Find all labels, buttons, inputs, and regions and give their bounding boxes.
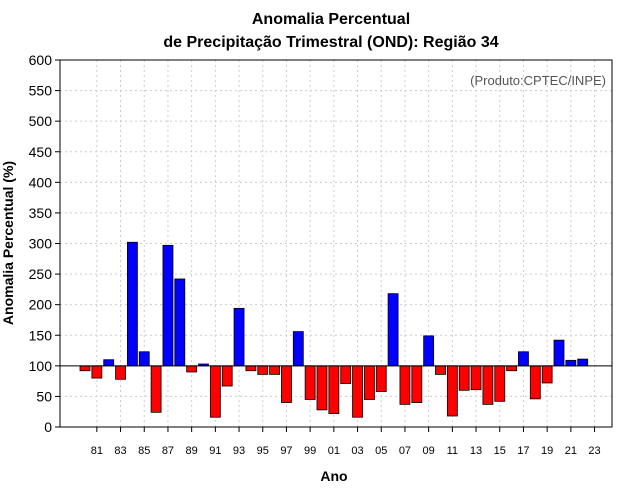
y-tick-label-200: 200 [29,297,53,313]
x-tick-label-09: 09 [423,445,435,457]
bar-89 [186,365,198,373]
y-tick-label-0: 0 [44,419,52,435]
y-tick-label-550: 550 [29,83,53,99]
x-tick-label-03: 03 [351,445,363,457]
bar-17 [518,351,529,367]
bar-95 [257,365,269,375]
bar-93 [233,307,245,367]
bar-05 [375,365,387,392]
x-tick-label-87: 87 [162,445,174,457]
bar-88 [174,278,186,367]
y-tick-label-450: 450 [29,144,53,160]
bar-98 [292,331,304,367]
bar-02 [340,365,352,384]
bar-01 [328,365,340,414]
x-tick-label-23: 23 [588,445,600,457]
y-tick-label-350: 350 [29,205,53,221]
bar-92 [221,365,233,387]
x-tick-label-99: 99 [304,445,316,457]
y-tick-label-500: 500 [29,113,53,129]
product-annotation: (Produto:CPTEC/INPE) [470,73,606,88]
bar-80 [79,365,91,372]
y-tick-label-100: 100 [29,358,53,374]
x-tick-label-15: 15 [494,445,506,457]
bar-10 [435,365,446,375]
bar-08 [411,365,423,403]
bar-96 [269,365,281,375]
bar-22 [577,358,589,367]
bar-82 [103,359,115,367]
x-axis-label: Ano [320,468,347,484]
bar-09 [423,335,435,367]
x-tick-label-07: 07 [399,445,411,457]
bar-11 [446,365,458,417]
bar-97 [281,365,292,403]
bar-83 [115,365,126,380]
bar-87 [162,244,174,367]
bar-81 [91,365,103,379]
plot-frame [59,59,613,428]
x-tick-label-93: 93 [233,445,245,457]
y-tick-label-400: 400 [29,174,53,190]
bar-86 [150,365,162,413]
chart-title-line2: de Precipitação Trimestral (OND): Região… [163,34,498,51]
x-tick-label-21: 21 [565,445,577,457]
bar-94 [245,365,257,372]
y-tick-label-250: 250 [29,266,53,282]
x-tick-label-83: 83 [114,445,126,457]
x-tick-label-97: 97 [280,445,292,457]
bar-16 [506,365,518,372]
bar-06 [387,293,399,367]
bar-14 [482,365,494,405]
bar-84 [127,241,138,367]
bar-13 [470,365,482,391]
y-tick-label-600: 600 [29,52,53,68]
x-tick-label-05: 05 [375,445,387,457]
bar-03 [352,365,363,418]
y-axis: 0 50 100 150 200 250 300 350 400 450 500 550 600 [29,52,60,435]
x-tick-label-91: 91 [209,445,221,457]
bar-85 [138,351,150,367]
bar-00 [316,365,328,411]
x-tick-label-81: 81 [91,445,103,457]
x-tick-label-17: 17 [517,445,529,457]
bars-group [79,241,589,418]
bar-99 [304,365,316,400]
bar-04 [363,365,375,400]
x-tick-label-85: 85 [138,445,150,457]
y-tick-label-300: 300 [29,236,53,252]
x-tick-label-89: 89 [186,445,198,457]
chart-title-line1: Anomalia Percentual [252,11,410,28]
bar-18 [529,365,541,400]
bar-91 [209,365,221,418]
y-axis-label: Anomalia Percentual (%) [0,161,16,325]
x-tick-label-95: 95 [257,445,269,457]
bar-15 [494,365,506,402]
x-tick-label-13: 13 [470,445,482,457]
x-axis: 81 83 85 87 89 91 93 95 97 99 01 03 05 07 09 11 13 15 17 19… [91,427,601,457]
bar-07 [399,365,411,405]
y-tick-label-150: 150 [29,327,53,343]
x-tick-label-01: 01 [328,445,340,457]
x-tick-label-11: 11 [447,445,458,457]
bar-19 [541,365,553,384]
x-tick-label-19: 19 [541,445,553,457]
y-tick-label-50: 50 [36,388,52,404]
bar-21 [565,359,577,367]
bar-20 [553,339,565,367]
bar-12 [458,365,470,391]
